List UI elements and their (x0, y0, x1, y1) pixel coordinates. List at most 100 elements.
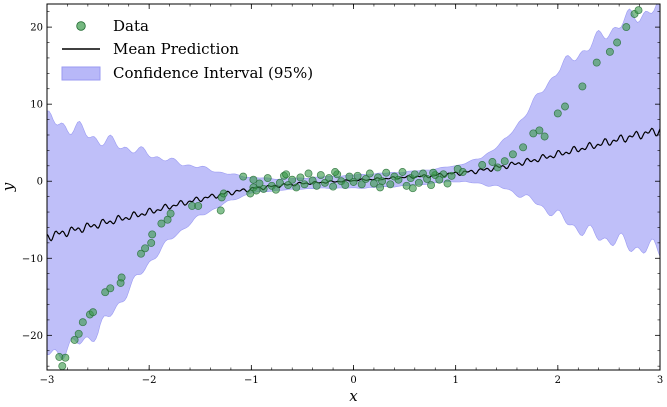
data-point (353, 171, 362, 180)
data-point (194, 201, 203, 210)
data-point (386, 180, 395, 189)
data-point (561, 102, 569, 111)
data-point (249, 175, 258, 184)
data-point (398, 168, 407, 176)
data-point (361, 174, 370, 183)
data-point (331, 168, 340, 176)
data-point (78, 318, 87, 327)
data-point (540, 132, 549, 141)
data-point (148, 230, 157, 239)
data-point (535, 126, 544, 135)
data-point (284, 181, 293, 190)
data-point (519, 143, 528, 152)
data-point (369, 179, 378, 188)
legend-band-swatch (61, 66, 101, 81)
y-axis-ticks: −20 −10 0 10 20 (22, 11, 660, 367)
data-point (423, 174, 432, 183)
data-point (349, 178, 358, 186)
data-point (578, 82, 587, 91)
legend-band-label: Confidence Interval (95%) (113, 64, 313, 82)
y-axis-label: y (0, 182, 17, 192)
data-point (613, 38, 622, 47)
data-point (508, 150, 517, 159)
data-point (435, 175, 444, 184)
data-point (308, 176, 317, 185)
data-point (414, 178, 423, 187)
x-tick-label: 1 (452, 375, 458, 386)
data-point (634, 6, 643, 15)
data-point (410, 170, 419, 179)
data-point (288, 175, 297, 184)
data-point (61, 353, 70, 362)
data-point (216, 206, 225, 215)
data-point (447, 171, 456, 180)
data-point (429, 168, 438, 177)
data-point (439, 170, 448, 179)
data-point (341, 181, 350, 190)
data-point (282, 170, 291, 179)
data-point (296, 173, 305, 182)
y-tick-label: −20 (22, 331, 43, 342)
data-points-layer (55, 6, 643, 370)
data-point (239, 172, 248, 181)
data-point (141, 244, 150, 253)
legend-data-label: Data (113, 17, 149, 35)
x-axis-label: x (349, 387, 358, 405)
data-point (157, 219, 166, 228)
data-point (263, 174, 272, 183)
data-point (427, 181, 436, 190)
data-point (316, 171, 325, 180)
data-point (443, 179, 452, 188)
data-point (458, 168, 467, 176)
x-tick-label: 2 (555, 375, 561, 386)
data-point (292, 183, 301, 192)
x-tick-label: 3 (657, 375, 663, 386)
data-point (365, 169, 374, 178)
data-point (106, 284, 115, 293)
data-point (70, 335, 79, 344)
legend-data-marker (76, 21, 86, 31)
y-tick-label: 10 (30, 100, 43, 111)
data-point (329, 182, 338, 191)
data-point (137, 249, 145, 258)
data-point (622, 23, 631, 32)
data-point (488, 158, 497, 166)
data-point (325, 174, 333, 183)
data-point (219, 189, 228, 198)
data-point (271, 185, 280, 194)
data-point (252, 186, 261, 195)
data-point (58, 362, 67, 370)
y-tick-label: 0 (37, 177, 43, 188)
data-point (147, 238, 156, 247)
legend-mean-label: Mean Prediction (113, 40, 239, 58)
legend: Data Mean Prediction Confidence Interval… (61, 17, 313, 82)
data-point (117, 273, 126, 282)
data-point (300, 180, 309, 189)
data-point (89, 308, 97, 317)
data-point (376, 183, 385, 192)
y-tick-label: −10 (22, 254, 43, 265)
data-point (500, 157, 509, 166)
data-point (408, 184, 417, 193)
x-tick-label: −1 (244, 375, 259, 386)
data-point (394, 175, 403, 184)
x-axis-ticks: −3 −2 −1 0 1 2 3 (40, 4, 663, 386)
data-point (255, 179, 264, 188)
data-point (345, 172, 354, 181)
data-point (553, 109, 562, 118)
data-point (382, 168, 391, 177)
y-tick-label: 20 (30, 23, 43, 34)
data-point (74, 329, 83, 338)
data-point (478, 161, 487, 169)
data-point (304, 169, 313, 178)
x-tick-label: 0 (350, 375, 356, 386)
data-point (419, 169, 427, 178)
data-point (493, 163, 502, 172)
x-tick-label: −2 (142, 375, 157, 386)
data-point (166, 209, 175, 218)
data-point (259, 184, 268, 193)
data-point (357, 180, 366, 189)
data-point (312, 181, 321, 190)
data-point (275, 178, 284, 187)
